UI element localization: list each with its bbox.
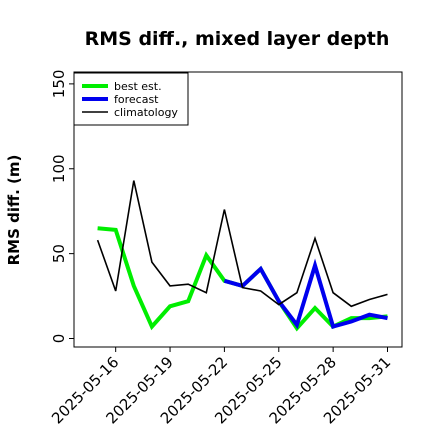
series-line-climatology bbox=[96, 180, 388, 308]
legend-label-climatology: climatology bbox=[114, 106, 178, 119]
legend-label-best-est: best est. bbox=[114, 80, 162, 93]
y-tick-label-150: 150 bbox=[50, 70, 68, 99]
y-tick-label-0: 0 bbox=[50, 334, 68, 344]
y-tick-label-100: 100 bbox=[50, 154, 68, 183]
series-line-best-est bbox=[97, 226, 388, 332]
y-tick-label-50: 50 bbox=[50, 244, 68, 263]
axes-frame bbox=[73, 71, 403, 348]
chart-title: RMS diff., mixed layer depth bbox=[85, 28, 390, 50]
series-line-forecast bbox=[223, 258, 388, 330]
y-axis-label: RMS diff. (m) bbox=[5, 155, 23, 266]
plot-area bbox=[96, 180, 388, 332]
legend-label-forecast: forecast bbox=[114, 93, 159, 106]
